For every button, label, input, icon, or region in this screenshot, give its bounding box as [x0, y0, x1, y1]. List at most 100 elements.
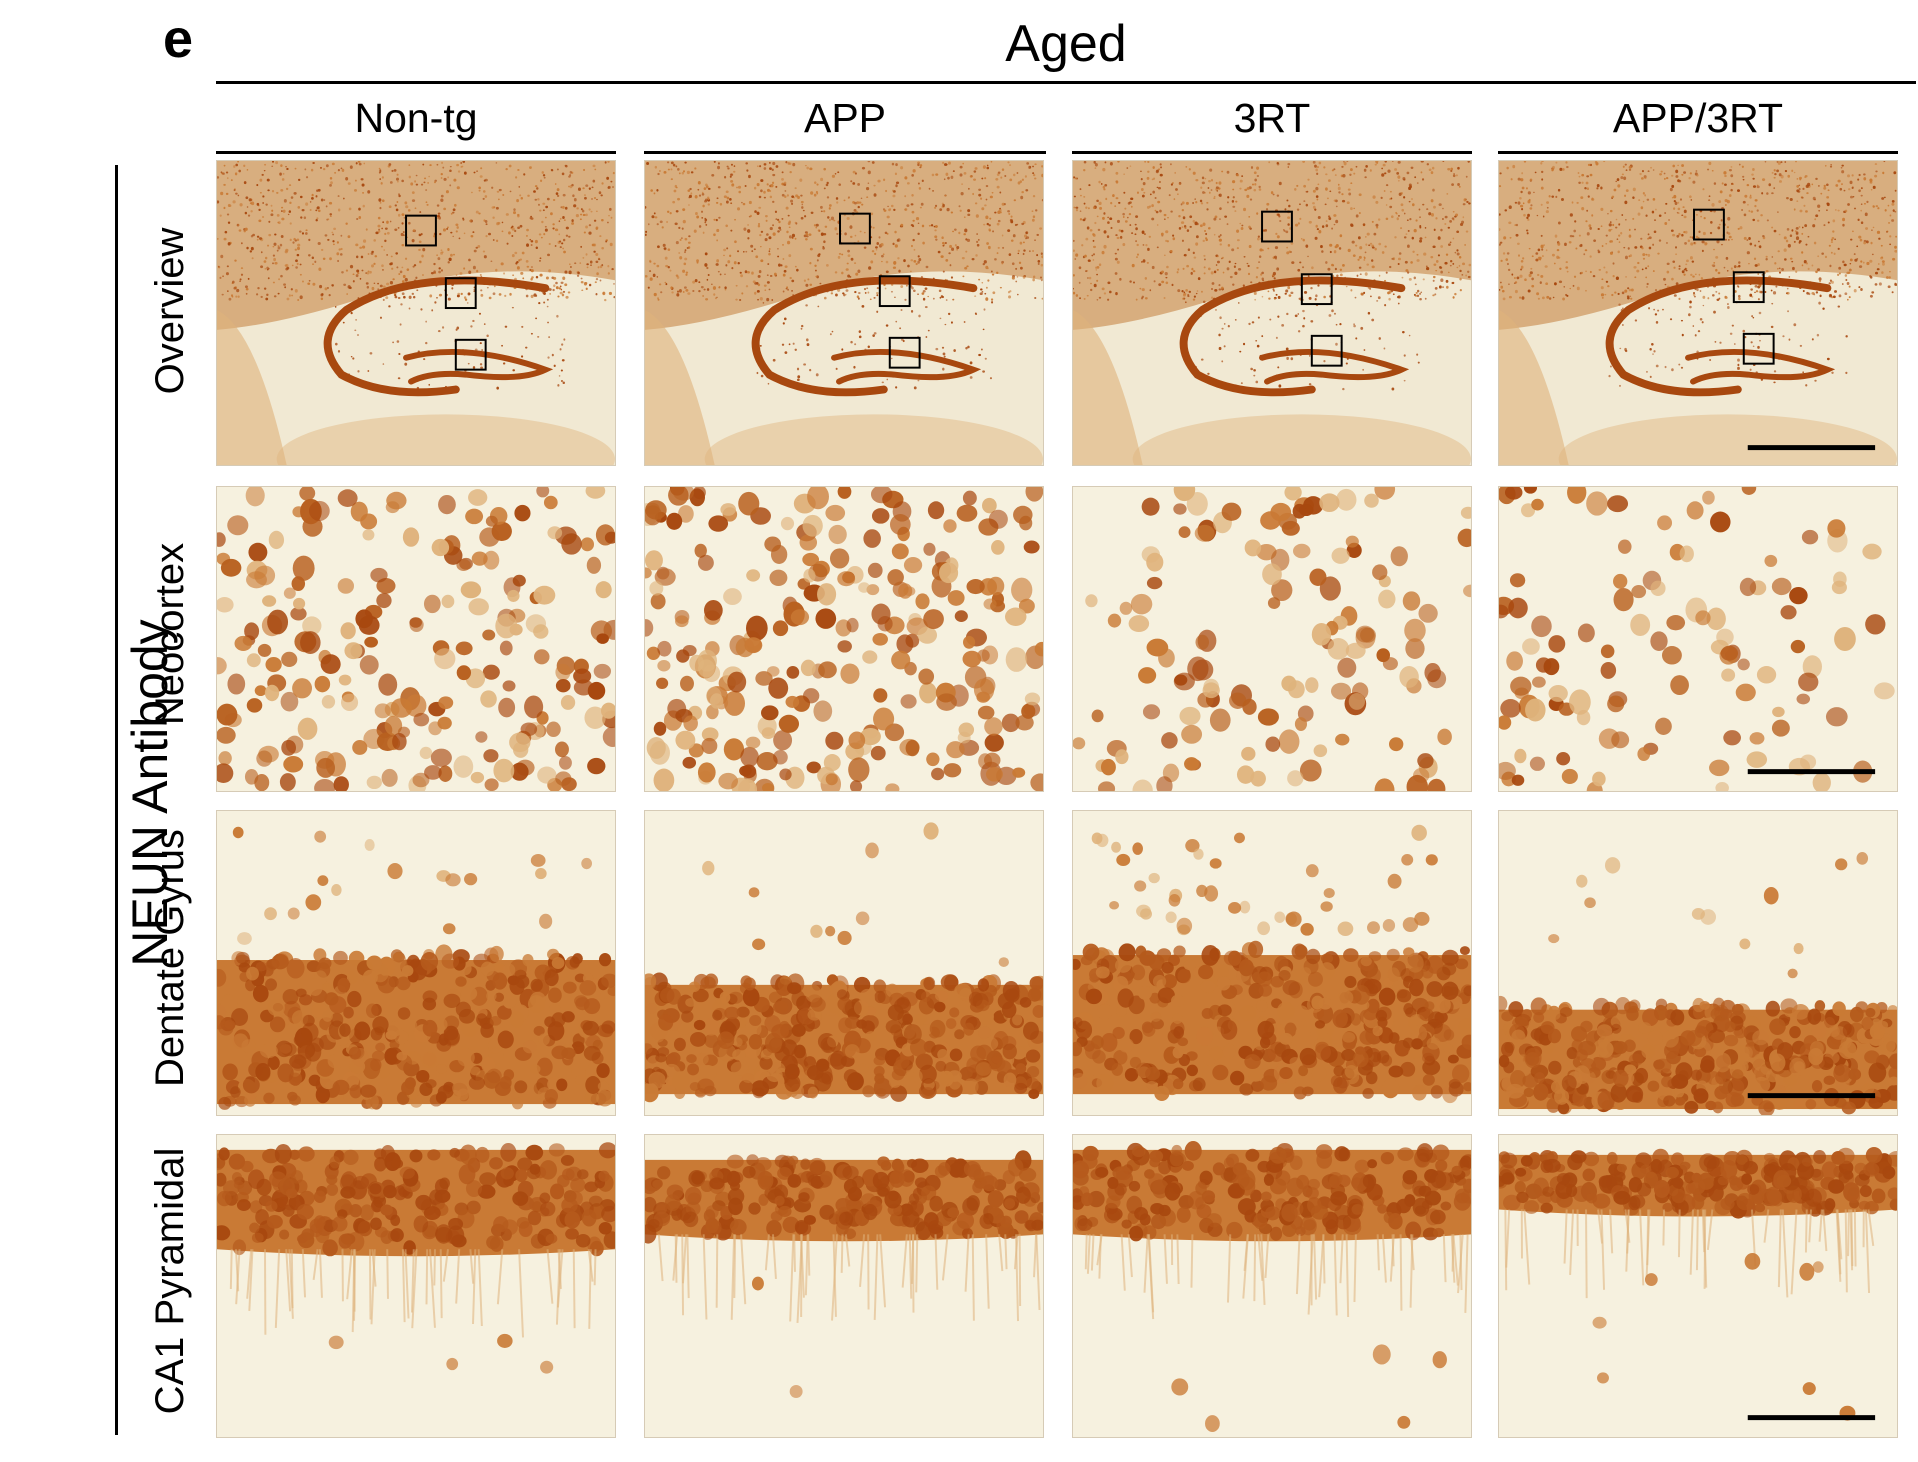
thalamus-region [1558, 414, 1897, 465]
micrograph-dentate-gyrus-3rt [1072, 810, 1472, 1116]
column-rule-3rt [1072, 151, 1472, 154]
scattered-cells [1091, 824, 1438, 936]
thalamus-region [1132, 414, 1471, 465]
cortex-cells [1073, 161, 1471, 302]
ca-pyramidal-layer [323, 276, 550, 397]
scale-bar [1747, 1415, 1876, 1421]
neuron-cells [645, 487, 1043, 791]
micrograph-image [645, 1135, 1043, 1437]
thalamus-region [704, 414, 1043, 465]
striatum-region [1073, 310, 1143, 465]
neuron-cells [1073, 487, 1471, 791]
scattered-cells [751, 1276, 803, 1398]
apical-dendrites [1084, 1234, 1469, 1320]
hippocampal-interneurons [1181, 279, 1420, 391]
pyramidal-cells [645, 1150, 1043, 1244]
micrograph-image [645, 487, 1043, 791]
region-box [1742, 332, 1775, 365]
micrograph-image [1073, 161, 1471, 465]
micrograph-neocortex-3rt [1072, 486, 1472, 792]
scale-bar [1747, 1093, 1876, 1099]
panel-letter: e [163, 9, 194, 69]
neuron-cells [217, 487, 615, 791]
group-title-rule [216, 81, 1916, 84]
pyramidal-cells [217, 1142, 615, 1257]
micrograph-image [1499, 487, 1897, 791]
micrograph-image [217, 1135, 615, 1437]
scattered-cells [1548, 852, 1869, 979]
cortex-cells [1499, 161, 1897, 301]
group-title: Aged [1005, 15, 1127, 73]
region-box [1261, 210, 1293, 243]
micrograph-ca1-pyramidal-non-tg [216, 1134, 616, 1438]
micrograph-neocortex-app [644, 486, 1044, 792]
micrograph-image [645, 161, 1043, 465]
scale-bar [1747, 445, 1876, 451]
region-box [878, 275, 911, 308]
region-box [1310, 334, 1343, 367]
cortex-region [1073, 161, 1471, 330]
scattered-cells [1171, 1344, 1447, 1433]
apical-dendrites [657, 1234, 1041, 1323]
pyramidal-cells [1499, 1147, 1897, 1219]
dentate-gyrus-layer [1685, 348, 1836, 385]
column-label-app-3rt: APP/3RT [1612, 95, 1784, 141]
thalamus-region [276, 414, 615, 465]
scattered-cells [328, 1333, 554, 1374]
dentate-gyrus-layer [403, 348, 554, 385]
micrograph-dentate-gyrus-non-tg [216, 810, 616, 1116]
micrograph-image [217, 487, 615, 791]
region-box [1300, 273, 1333, 306]
column-label-app: APP [803, 95, 887, 141]
column-rule-app-3rt [1498, 151, 1898, 154]
micrograph-neocortex-app-3rt [1498, 486, 1898, 792]
micrograph-overview-3rt [1072, 160, 1472, 466]
micrograph-image [217, 161, 615, 465]
ca-pyramidal-layer [1179, 276, 1406, 397]
scale-bar [1747, 769, 1876, 775]
granule-cells [1499, 995, 1897, 1115]
apical-dendrites [1504, 1209, 1875, 1299]
row-label-neocortex: Neocortex [148, 542, 192, 726]
granule-cells [645, 972, 1043, 1103]
pyramidal-cells [1073, 1141, 1471, 1242]
region-box [454, 338, 487, 371]
micrograph-ca1-pyramidal-app-3rt [1498, 1134, 1898, 1438]
cortex-cells [217, 161, 615, 302]
micrograph-image [1499, 161, 1897, 465]
micrograph-dentate-gyrus-app-3rt [1498, 810, 1898, 1116]
region-box [444, 277, 477, 310]
granule-cells [1073, 940, 1471, 1104]
micrograph-image [1073, 487, 1471, 791]
dentate-gyrus-layer [1259, 348, 1410, 385]
micrograph-ca1-pyramidal-3rt [1072, 1134, 1472, 1438]
column-rule-non-tg [216, 151, 616, 154]
scattered-cells [232, 826, 593, 945]
micrograph-image [1499, 811, 1897, 1115]
micrograph-image [1073, 811, 1471, 1115]
column-rule-app [644, 151, 1046, 154]
striatum-region [645, 310, 715, 465]
micrograph-image [1499, 1135, 1897, 1437]
cortex-region [1499, 161, 1897, 330]
row-label-dentate-gyrus: Dentate Gyrus [148, 829, 192, 1087]
apical-dendrites [229, 1249, 597, 1338]
micrograph-image [645, 811, 1043, 1115]
micrograph-ca1-pyramidal-app [644, 1134, 1044, 1438]
scattered-cells [702, 822, 1009, 967]
antibody-rule [115, 165, 118, 1435]
hippocampal-interneurons [1608, 281, 1848, 387]
region-box [405, 214, 437, 247]
micrograph-overview-non-tg [216, 160, 616, 466]
granule-cells [217, 944, 615, 1110]
neuron-cells [1499, 487, 1895, 791]
column-label-non-tg: Non-tg [354, 95, 478, 141]
micrograph-dentate-gyrus-app [644, 810, 1044, 1116]
micrograph-image [1073, 1135, 1471, 1437]
striatum-region [217, 310, 287, 465]
dentate-gyrus-layer [831, 348, 982, 385]
region-box [1693, 208, 1725, 241]
micrograph-neocortex-non-tg [216, 486, 616, 792]
micrograph-overview-app [644, 160, 1044, 466]
row-label-ca1-pyramidal: CA1 Pyramidal [148, 1147, 192, 1415]
